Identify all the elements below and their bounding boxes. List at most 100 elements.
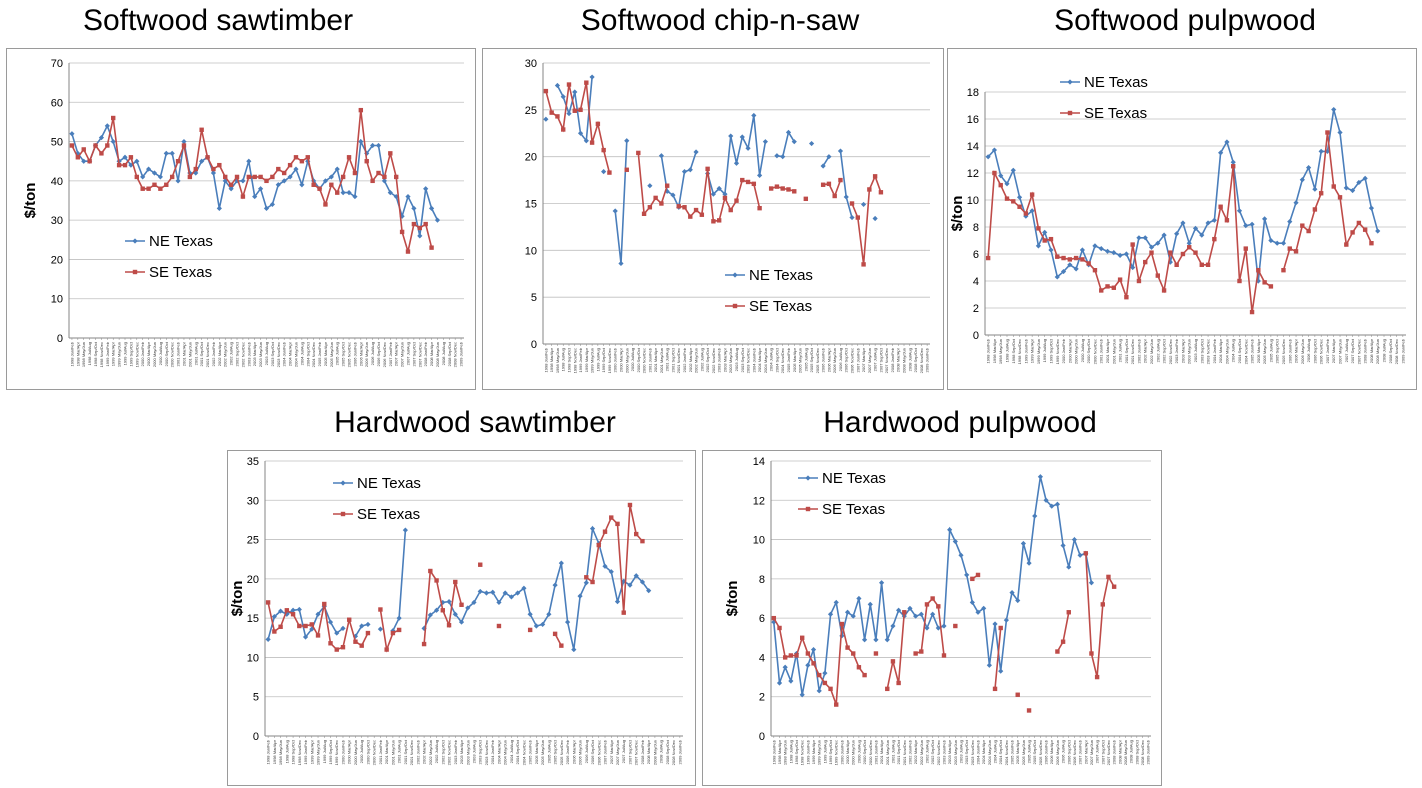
legend-marker <box>132 269 138 275</box>
x-tick-label: 2002 Mar/Apr <box>422 739 427 764</box>
data-point <box>1066 564 1072 570</box>
y-tick-label: 20 <box>247 574 259 586</box>
x-tick-label: 2000 Jul/Aug <box>359 740 364 763</box>
x-tick-label: 2007 Jul/Aug <box>1344 339 1349 362</box>
series-se-texas <box>265 502 645 653</box>
x-tick-label: 2002 Mar/Apr <box>688 347 693 372</box>
legend-entry: SE Texas <box>125 264 212 281</box>
data-point <box>347 617 352 622</box>
data-point <box>265 600 271 605</box>
data-point <box>1130 264 1136 271</box>
x-tick-label: 2005 Mar/Apr <box>792 347 797 372</box>
x-tick-label: 2008 Nov/Dec <box>1140 740 1145 765</box>
x-tick-label: 2009 Jan/Feb <box>925 347 930 372</box>
data-point <box>826 181 832 187</box>
data-point <box>471 599 477 606</box>
x-tick-label: 1998 Jul/Aug <box>1004 339 1009 362</box>
x-tick-label: 2004 May/Jun <box>1224 339 1229 364</box>
data-point <box>791 139 797 145</box>
data-point <box>1168 250 1173 255</box>
x-tick-label: 2000 Mar/Apr <box>146 341 151 366</box>
data-point <box>552 582 558 588</box>
data-point <box>682 205 687 210</box>
chart-title-softwood-sawtimber: Softwood sawtimber <box>82 4 354 37</box>
data-point <box>998 668 1004 674</box>
x-tick-label: 2008 Jul/Aug <box>659 740 664 763</box>
x-tick-label: 2006 Sep/Oct <box>1312 338 1317 363</box>
data-point <box>99 151 104 156</box>
data-point <box>234 174 240 180</box>
data-point <box>265 636 271 642</box>
data-point <box>352 170 358 176</box>
x-tick-label: 1999 Mar/Apr <box>584 347 589 372</box>
data-point <box>1318 191 1324 196</box>
data-point <box>1350 230 1355 235</box>
data-point <box>1268 284 1274 289</box>
data-point <box>334 166 340 172</box>
data-point <box>1136 278 1142 284</box>
data-point <box>716 185 722 192</box>
x-tick-label: 2004 Jan/Feb <box>490 739 495 764</box>
data-point <box>930 596 935 601</box>
x-tick-label: 2001 Nov/Dec <box>205 342 210 367</box>
data-point <box>1287 219 1293 225</box>
data-point <box>803 196 809 202</box>
x-tick-label: 2003 May/Jun <box>258 342 263 367</box>
data-point <box>681 169 688 175</box>
data-point <box>780 154 786 160</box>
data-point <box>872 215 878 222</box>
y-tick-label: 25 <box>247 535 259 547</box>
data-point <box>1187 245 1192 250</box>
legend-label: SE Texas <box>749 298 812 315</box>
data-point <box>855 215 860 220</box>
data-point <box>211 166 216 172</box>
y-tick-label: 35 <box>247 456 259 468</box>
data-point <box>1015 692 1020 697</box>
x-tick-label: 1998 Jul/Aug <box>87 342 92 365</box>
x-tick-label: 2007 May/Jun <box>400 342 405 367</box>
data-point <box>223 174 228 180</box>
x-tick-label: 2004 Jan/Feb <box>1212 338 1217 363</box>
data-point <box>158 186 163 191</box>
x-tick-label: 2007 Mar/Apr <box>609 739 614 764</box>
data-point <box>1369 241 1374 246</box>
data-point <box>1230 159 1236 165</box>
y-tick-label: 5 <box>253 692 259 704</box>
x-tick-label: 2007 Sep/Oct <box>1100 739 1105 764</box>
x-tick-label: 2005 Jan/Feb <box>317 341 322 366</box>
data-point <box>1281 268 1286 273</box>
y-tick-label: 18 <box>967 87 979 99</box>
x-tick-label: 2000 Jan/Feb <box>140 341 145 366</box>
legend-marker <box>340 511 346 517</box>
legend-marker <box>132 238 138 244</box>
x-tick-label: 2003 May/Jun <box>953 740 958 765</box>
x-tick-label: 2001 Jul/Aug <box>1118 339 1123 362</box>
data-point <box>284 608 290 613</box>
x-tick-label: 2001 Mar/Apr <box>384 739 389 764</box>
x-tick-label: 2002 May/Jun <box>919 740 924 765</box>
x-tick-label: 2002 Nov/Dec <box>1168 339 1173 364</box>
y-axis-label: $/ton <box>724 581 741 617</box>
data-point <box>1037 474 1044 480</box>
x-tick-label: 2005 Sep/Oct <box>1032 739 1037 764</box>
chart-title-hardwood-sawtimber: Hardwood sawtimber <box>334 406 616 439</box>
data-point <box>1186 240 1192 246</box>
data-point <box>1174 262 1179 267</box>
data-point <box>558 560 564 566</box>
data-point <box>861 637 868 643</box>
x-tick-label: 2007 Nov/Dec <box>1356 339 1361 364</box>
data-point <box>1111 285 1117 290</box>
x-tick-label: 2000 Sep/Oct <box>365 739 370 764</box>
data-point <box>985 154 991 160</box>
data-point <box>867 187 872 192</box>
x-tick-label: 2003 Jul/Aug <box>472 740 477 763</box>
x-tick-label: 2001 Jul/Aug <box>193 342 198 365</box>
data-point <box>296 606 302 613</box>
x-tick-label: 2006 May/Jun <box>1055 740 1060 765</box>
data-point <box>757 205 762 211</box>
data-point <box>311 182 316 187</box>
data-point <box>411 205 417 211</box>
y-tick-label: 10 <box>525 245 537 257</box>
data-point <box>849 201 855 206</box>
legend-marker <box>1067 79 1073 85</box>
